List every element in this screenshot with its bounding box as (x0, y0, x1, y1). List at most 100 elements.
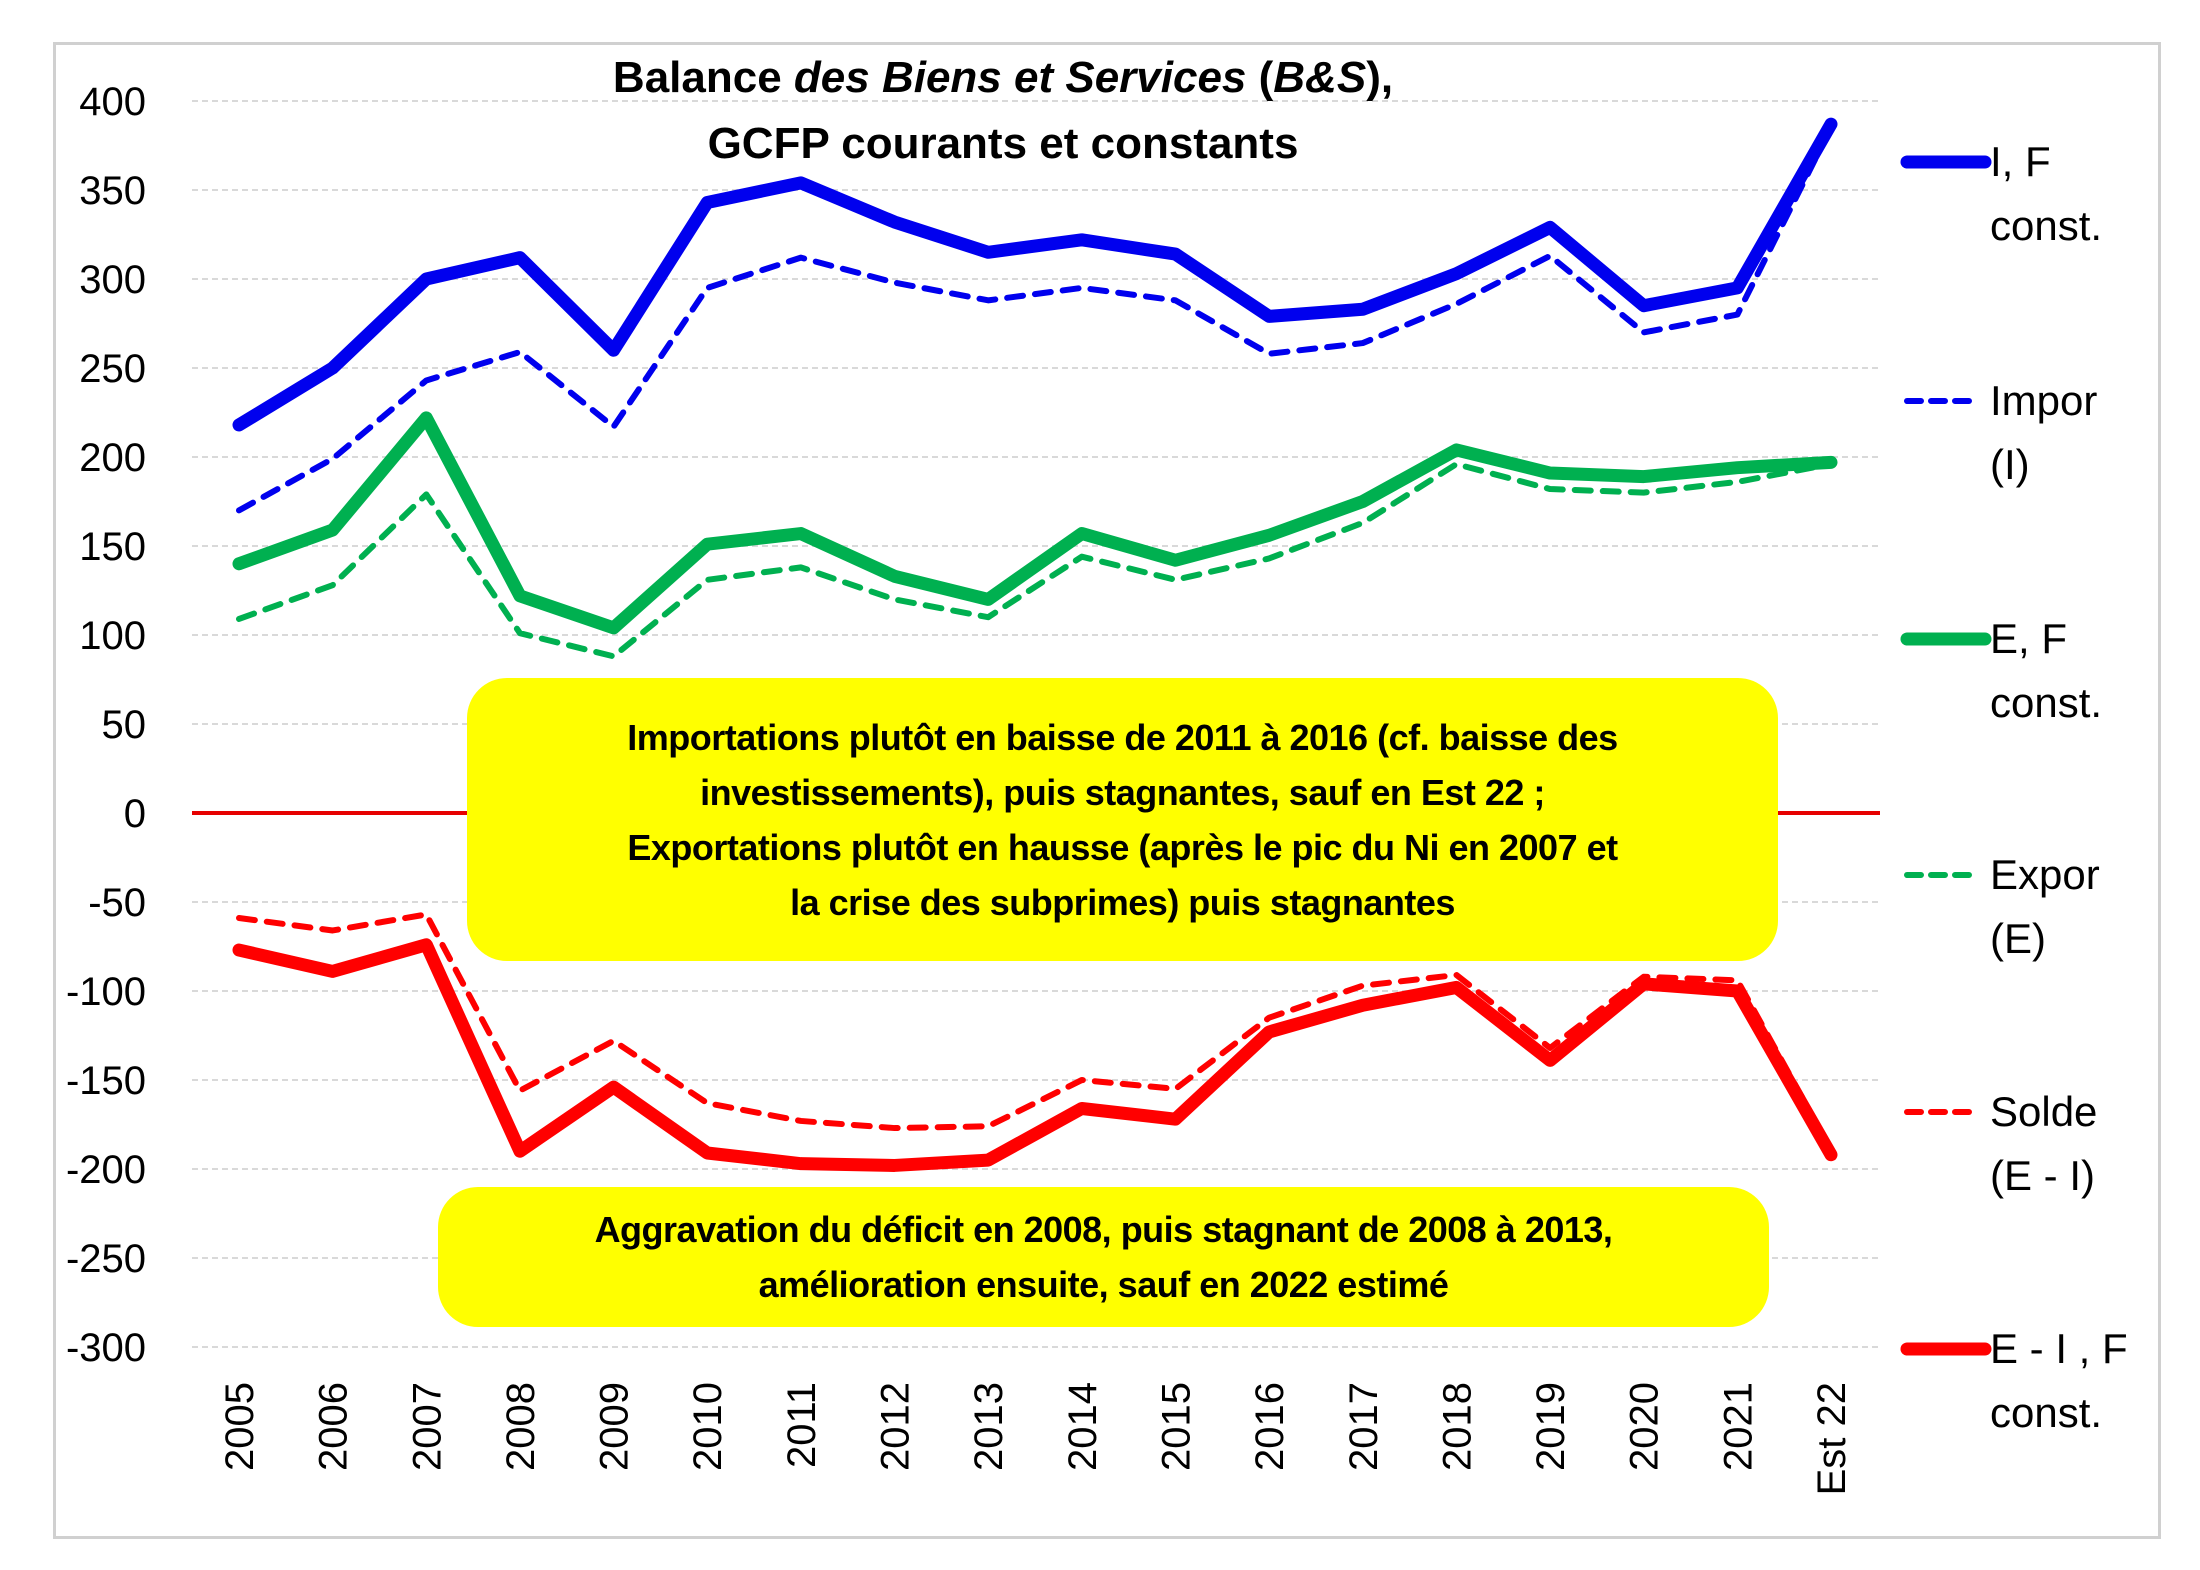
legend-label: I, F (1990, 138, 2051, 185)
data-point (1456, 449, 1457, 450)
data-point (519, 633, 520, 634)
data-point (239, 618, 240, 619)
annotation-1-line: Exportations plutôt en hausse (après le … (627, 826, 1618, 868)
legend-item: E - I , F const. (1900, 1325, 2128, 1436)
legend-label: E - I , F (1990, 1325, 2128, 1372)
data-point (1362, 985, 1363, 986)
series-line (236, 124, 1834, 514)
y-tick-label: -50 (88, 881, 146, 925)
data-point (426, 914, 427, 915)
x-tick-label: 2013 (967, 1382, 1011, 1471)
y-tick-label: -250 (66, 1237, 146, 1281)
data-point (800, 567, 801, 568)
data-point (1456, 974, 1457, 975)
data-point (1550, 1060, 1551, 1061)
data-point (1643, 976, 1644, 977)
data-point (1737, 980, 1738, 981)
series-0 (232, 117, 1838, 432)
x-tick-label: 2007 (405, 1382, 449, 1471)
data-point (894, 599, 895, 600)
data-point (1081, 239, 1082, 240)
data-point (707, 544, 708, 545)
data-point (894, 1128, 895, 1129)
legend-label: Solde (1990, 1088, 2097, 1135)
x-tick-label: 2020 (1623, 1382, 1667, 1471)
data-point (1550, 227, 1551, 228)
data-point (1831, 127, 1832, 128)
data-point (1269, 353, 1270, 354)
data-point (988, 1126, 989, 1127)
legend-item: E, F const. (1900, 615, 2102, 726)
data-point (800, 257, 801, 258)
annotation-1-line: la crise des subprimes) puis stagnantes (790, 881, 1455, 923)
data-point (894, 222, 895, 223)
x-tick-label: 2005 (218, 1382, 262, 1471)
data-point (332, 368, 333, 369)
data-point (1081, 533, 1082, 534)
data-point (1456, 464, 1457, 465)
series-line (232, 117, 1838, 432)
data-point (332, 458, 333, 459)
data-point (1175, 300, 1176, 301)
data-point (1175, 1088, 1176, 1089)
data-point (426, 494, 427, 495)
data-point (1550, 489, 1551, 490)
data-point (1456, 273, 1457, 274)
legend-item: Solde (E - I) (1904, 1088, 2097, 1199)
data-point (239, 563, 240, 564)
title-segment: des Biens et Services (794, 53, 1246, 102)
y-tick-label: -200 (66, 1148, 146, 1192)
data-point (1175, 579, 1176, 580)
legend-label: Expor (1990, 851, 2100, 898)
data-point (1269, 535, 1270, 536)
title-segment: ), (1366, 53, 1393, 102)
x-tick-label: 2018 (1435, 1382, 1479, 1471)
legend-item: Impor (I) (1904, 377, 2097, 488)
data-point (707, 1103, 708, 1104)
data-point (988, 300, 989, 301)
title-segment: Balance (613, 53, 794, 102)
data-point (800, 182, 801, 183)
annotation-1-line: Importations plutôt en baisse de 2011 à … (627, 716, 1618, 758)
data-point (1737, 314, 1738, 315)
y-tick-label: 300 (79, 258, 146, 302)
data-point (613, 1087, 614, 1088)
data-point (1643, 983, 1644, 984)
data-point (800, 1120, 801, 1121)
x-tick-label: Est 22 (1810, 1382, 1854, 1495)
data-point (707, 287, 708, 288)
data-point (239, 918, 240, 919)
x-tick-label: 2015 (1154, 1382, 1198, 1471)
data-point (519, 351, 520, 352)
y-tick-label: 150 (79, 525, 146, 569)
x-tick-label: 2008 (499, 1382, 543, 1471)
series-4 (236, 911, 1834, 1153)
x-tick-label: 2011 (780, 1382, 824, 1468)
legend-label: (E) (1990, 915, 2046, 962)
annotation-2-line: Aggravation du déficit en 2008, puis sta… (594, 1209, 1613, 1250)
data-point (239, 424, 240, 425)
data-point (800, 533, 801, 534)
data-point (988, 1160, 989, 1161)
legend: I, F const. Impor (I) E, F const. Expor (E) Sold… (1900, 138, 2128, 1436)
y-tick-label: 100 (79, 614, 146, 658)
data-point (1550, 473, 1551, 474)
data-point (613, 656, 614, 657)
data-point (1175, 254, 1176, 255)
legend-label: (I) (1990, 441, 2030, 488)
x-tick-label: 2014 (1061, 1382, 1105, 1471)
data-point (1643, 332, 1644, 333)
y-tick-label: 350 (79, 169, 146, 213)
data-point (988, 252, 989, 253)
x-tick-label: 2019 (1529, 1382, 1573, 1471)
data-point (1081, 556, 1082, 557)
data-point (613, 350, 614, 351)
data-point (426, 380, 427, 381)
y-tick-label: -150 (66, 1059, 146, 1103)
data-point (1362, 501, 1363, 502)
legend-item: I, F const. (1900, 138, 2102, 249)
data-point (332, 930, 333, 931)
data-point (519, 1151, 520, 1152)
data-point (239, 950, 240, 951)
data-point (1737, 991, 1738, 992)
